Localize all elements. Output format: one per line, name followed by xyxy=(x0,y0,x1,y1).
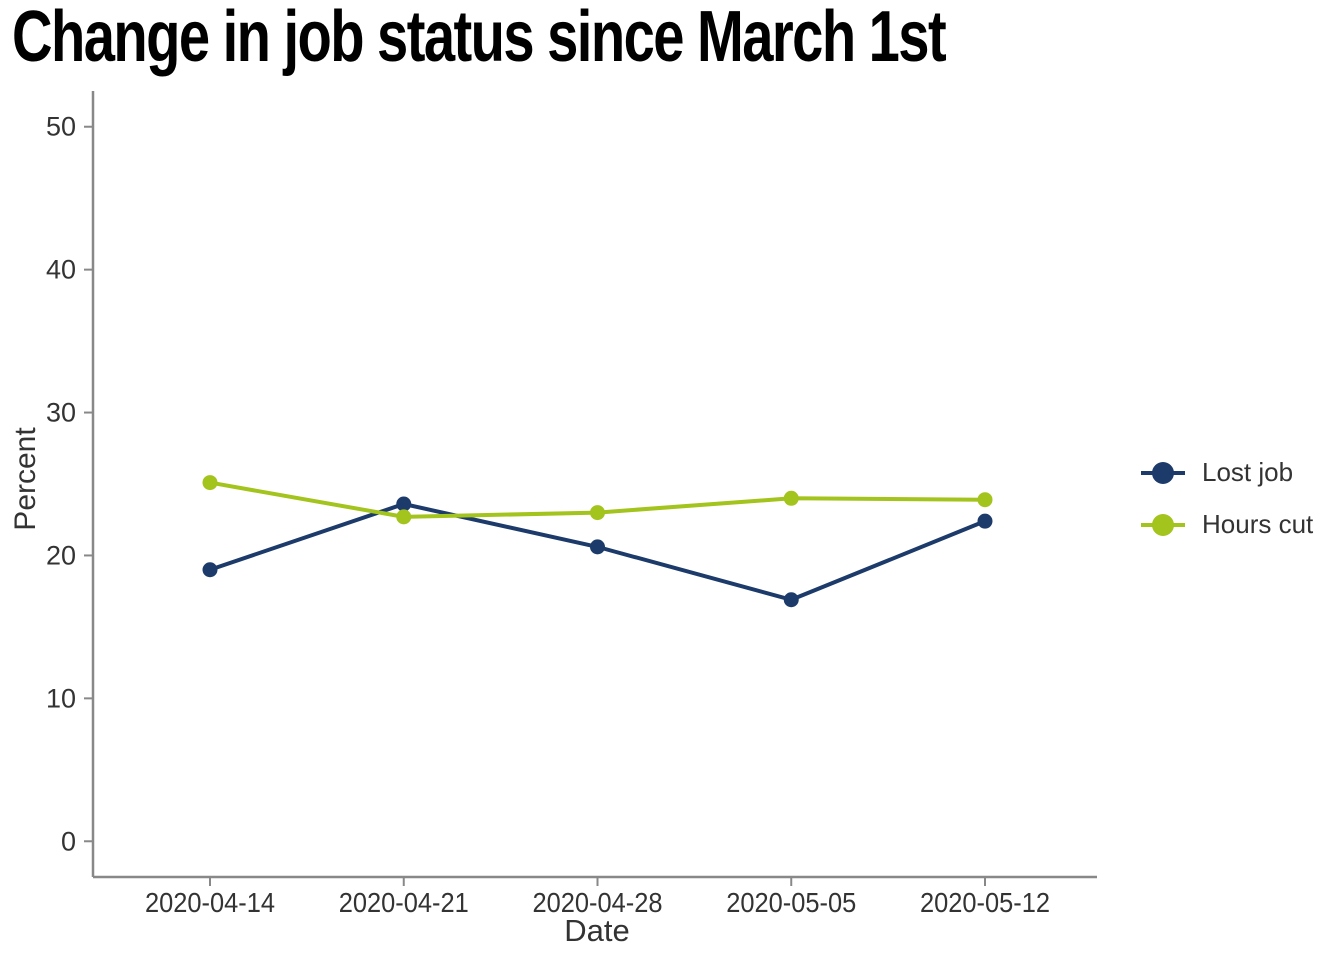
x-tick-label: 2020-04-14 xyxy=(145,887,275,918)
x-tick-label: 2020-05-12 xyxy=(920,887,1050,918)
x-axis-label: Date xyxy=(564,913,630,948)
lost-job-marker-icon xyxy=(1141,461,1185,484)
x-tick-label: 2020-04-28 xyxy=(533,887,663,918)
data-point-hours-cut xyxy=(783,490,799,506)
y-tick-label: 0 xyxy=(61,826,76,856)
y-tick-label: 10 xyxy=(46,683,76,713)
y-tick-label: 20 xyxy=(46,540,76,570)
legend-label-hours-cut: Hours cut xyxy=(1202,509,1314,539)
data-point-lost-job xyxy=(977,513,993,529)
data-point-hours-cut xyxy=(977,492,993,508)
data-point-hours-cut xyxy=(396,509,412,525)
data-point-hours-cut xyxy=(590,505,605,521)
legend-label-lost-job: Lost job xyxy=(1202,457,1294,487)
y-tick-label: 30 xyxy=(46,398,76,428)
data-point-lost-job xyxy=(396,496,412,512)
chart-title: Change in job status since March 1st xyxy=(12,0,947,77)
legend-item-lost-job: Lost job xyxy=(1140,457,1313,488)
legend: Lost job Hours cut xyxy=(1140,457,1313,540)
x-tick-label: 2020-05-05 xyxy=(726,887,856,918)
y-tick-label: 40 xyxy=(46,255,76,285)
data-point-hours-cut xyxy=(202,475,218,491)
y-tick-label: 50 xyxy=(46,112,76,142)
x-tick-label: 2020-04-21 xyxy=(339,887,469,918)
legend-item-hours-cut: Hours cut xyxy=(1140,509,1313,540)
hours-cut-marker-icon xyxy=(1141,513,1185,536)
y-axis-label: Percent xyxy=(9,427,42,531)
data-point-lost-job xyxy=(783,592,799,608)
data-point-lost-job xyxy=(202,562,218,578)
data-point-lost-job xyxy=(590,539,605,555)
